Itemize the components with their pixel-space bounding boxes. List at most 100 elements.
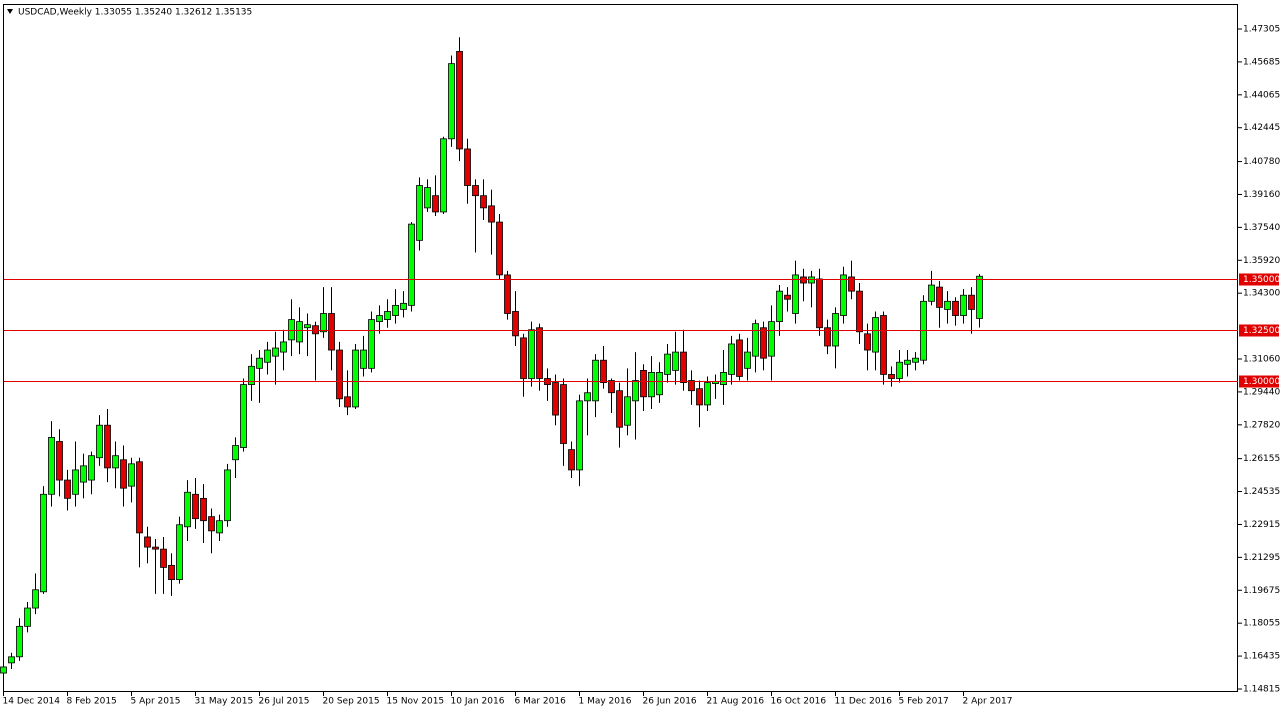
x-tick-label: 15 Nov 2015 xyxy=(387,697,445,707)
candle-body xyxy=(256,357,263,369)
candle-body xyxy=(272,347,279,357)
candle-body xyxy=(24,607,31,627)
y-tick-label: 1.44065 xyxy=(1243,90,1280,100)
candle-body xyxy=(608,380,615,394)
candle-body xyxy=(344,396,351,408)
chart-title: USDCAD,Weekly 1.33055 1.35240 1.32612 1.… xyxy=(18,8,252,18)
y-tick-label: 1.22915 xyxy=(1243,520,1280,530)
candle-body xyxy=(488,205,495,223)
candle-body xyxy=(504,274,511,314)
candle-body xyxy=(688,380,695,392)
candle-body xyxy=(944,300,951,310)
candle-body xyxy=(584,392,591,402)
candle-body xyxy=(440,138,447,213)
x-tick-label: 20 Sep 2015 xyxy=(323,697,380,707)
candle-body xyxy=(200,497,207,522)
candle-body xyxy=(472,185,479,197)
candle-body xyxy=(232,445,239,461)
x-tick-label: 6 Mar 2016 xyxy=(515,697,567,707)
candle-body xyxy=(968,294,975,310)
candle-body xyxy=(904,359,911,365)
x-tick-label: 8 Feb 2015 xyxy=(67,697,117,707)
candle-body xyxy=(72,469,79,495)
candle-body xyxy=(328,313,335,351)
x-tick-label: 14 Dec 2014 xyxy=(3,697,61,707)
candle-body xyxy=(528,329,535,379)
candle-body xyxy=(88,455,95,481)
candle-body xyxy=(672,351,679,371)
level-label-box xyxy=(1239,324,1279,337)
y-tick-label: 1.34300 xyxy=(1243,289,1280,299)
candle-body xyxy=(56,441,63,481)
level-label: 1.32500 xyxy=(1243,326,1280,336)
candle-body xyxy=(776,290,783,323)
x-tick-label: 26 Jun 2016 xyxy=(643,697,697,707)
candle-body xyxy=(408,223,415,306)
candle-body xyxy=(0,666,7,674)
x-tick-label: 10 Jan 2016 xyxy=(451,697,505,707)
candle-body xyxy=(184,491,191,528)
candle-body xyxy=(512,311,519,337)
x-tick-label: 26 Jul 2015 xyxy=(259,697,310,707)
candle-body xyxy=(120,459,127,489)
candle-body xyxy=(288,319,295,341)
candle-body xyxy=(936,286,943,308)
y-tick-label: 1.27820 xyxy=(1243,420,1280,430)
candle-body xyxy=(296,321,303,343)
candle-body xyxy=(912,357,919,363)
candle-body xyxy=(744,351,751,369)
y-tick-label: 1.47305 xyxy=(1243,25,1280,35)
candle-body xyxy=(64,479,71,499)
candle-body xyxy=(32,589,39,609)
candle-body xyxy=(192,493,199,520)
candle-body xyxy=(360,349,367,369)
candle-body xyxy=(224,469,231,522)
candle-body xyxy=(320,313,327,333)
y-tick-label: 1.35920 xyxy=(1243,256,1280,266)
candle-body xyxy=(40,493,47,593)
candle-body xyxy=(768,321,775,357)
candle-body xyxy=(104,424,111,469)
candle-body xyxy=(136,461,143,534)
candle-body xyxy=(832,313,839,347)
candle-body xyxy=(736,339,743,377)
y-tick-label: 1.18055 xyxy=(1243,619,1280,629)
candle-body xyxy=(888,374,895,379)
candle-body xyxy=(704,382,711,406)
y-tick-label: 1.19675 xyxy=(1243,586,1280,596)
candle-body xyxy=(960,294,967,316)
candle-body xyxy=(216,520,223,534)
candle-body xyxy=(840,274,847,316)
candle-body xyxy=(400,302,407,310)
level-label: 1.35000 xyxy=(1243,275,1280,285)
candle-body xyxy=(872,317,879,353)
level-label-box xyxy=(1239,273,1279,286)
candle-body xyxy=(448,63,455,140)
x-tick-label: 21 Aug 2016 xyxy=(707,697,765,707)
candle-body xyxy=(576,400,583,471)
candle-body xyxy=(680,351,687,383)
candle-body xyxy=(760,327,767,359)
candle-body xyxy=(264,349,271,363)
candle-body xyxy=(392,304,399,316)
candle-body xyxy=(160,548,167,568)
y-tick-label: 1.40780 xyxy=(1243,157,1280,167)
candle-body xyxy=(144,536,151,548)
candle-body xyxy=(784,294,791,300)
candle-body xyxy=(312,325,319,335)
candle-body xyxy=(96,424,103,459)
y-tick-label: 1.39160 xyxy=(1243,190,1280,200)
x-tick-label: 11 Dec 2016 xyxy=(835,697,893,707)
x-tick-label: 1 May 2016 xyxy=(579,697,632,707)
y-tick-label: 1.31060 xyxy=(1243,354,1280,364)
candle-body xyxy=(752,323,759,357)
candle-body xyxy=(352,349,359,408)
candle-body xyxy=(456,51,463,150)
candle-body xyxy=(568,449,575,471)
candle-body xyxy=(880,315,887,375)
level-label-box xyxy=(1239,375,1279,388)
menu-arrow[interactable] xyxy=(7,9,13,14)
y-tick-label: 1.24535 xyxy=(1243,487,1280,497)
candle-body xyxy=(432,195,439,213)
candle-body xyxy=(632,380,639,402)
